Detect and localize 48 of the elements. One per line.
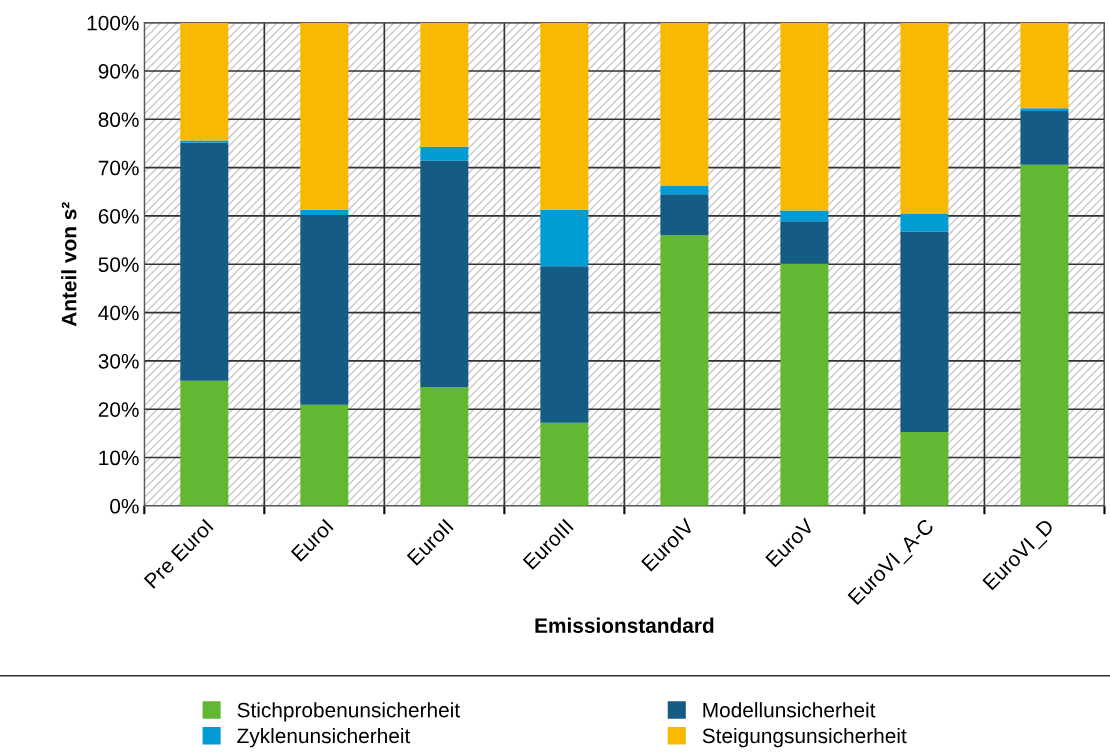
legend-label: Stichprobenunsicherheit — [237, 702, 460, 722]
bar — [900, 22, 949, 214]
bar — [1020, 164, 1069, 506]
y-tick-label: 30% — [98, 353, 139, 369]
bar — [780, 221, 829, 264]
bar — [300, 209, 349, 215]
legend-label: Steigungsunsicherheit — [702, 727, 907, 748]
bar — [420, 386, 469, 506]
y-tick-label: 90% — [98, 63, 139, 79]
bar — [420, 22, 469, 147]
y-tick-label: 100% — [87, 15, 139, 31]
bar — [420, 160, 469, 387]
bar — [660, 235, 709, 506]
bar — [300, 214, 349, 405]
bar — [780, 22, 829, 211]
bar — [300, 22, 349, 210]
y-tick-label: 10% — [99, 450, 139, 466]
y-tick-label: 0% — [110, 498, 139, 514]
bar — [900, 431, 949, 506]
y-tick-label: 40% — [98, 305, 139, 321]
bar — [540, 266, 589, 423]
bar — [780, 263, 829, 506]
bar — [660, 185, 709, 195]
bar — [180, 380, 229, 506]
y-tick-label: 20% — [98, 402, 139, 417]
bar — [1020, 22, 1069, 109]
y-tick-label: 80% — [98, 112, 139, 128]
bar — [1020, 108, 1069, 112]
bar — [180, 142, 229, 381]
bar — [540, 209, 589, 267]
x-axis-title: Emissionstandard — [535, 617, 714, 633]
legend-label: Zyklenunsicherheit — [237, 727, 411, 748]
bar — [660, 22, 709, 186]
bar — [780, 210, 829, 222]
bar — [420, 146, 469, 161]
bar — [180, 22, 229, 141]
y-tick-label: 70% — [98, 160, 139, 176]
bar — [1020, 111, 1069, 165]
y-tick-label: 50% — [98, 257, 139, 272]
legend-label: Modellunsicherheit — [703, 702, 876, 718]
y-axis-title: Anteil von s² — [61, 202, 77, 327]
bar — [900, 213, 949, 232]
bar — [900, 231, 949, 432]
bar — [660, 194, 709, 236]
bar — [300, 404, 349, 506]
bar — [540, 422, 589, 506]
bar — [540, 22, 589, 210]
y-tick-label: 60% — [98, 208, 139, 224]
